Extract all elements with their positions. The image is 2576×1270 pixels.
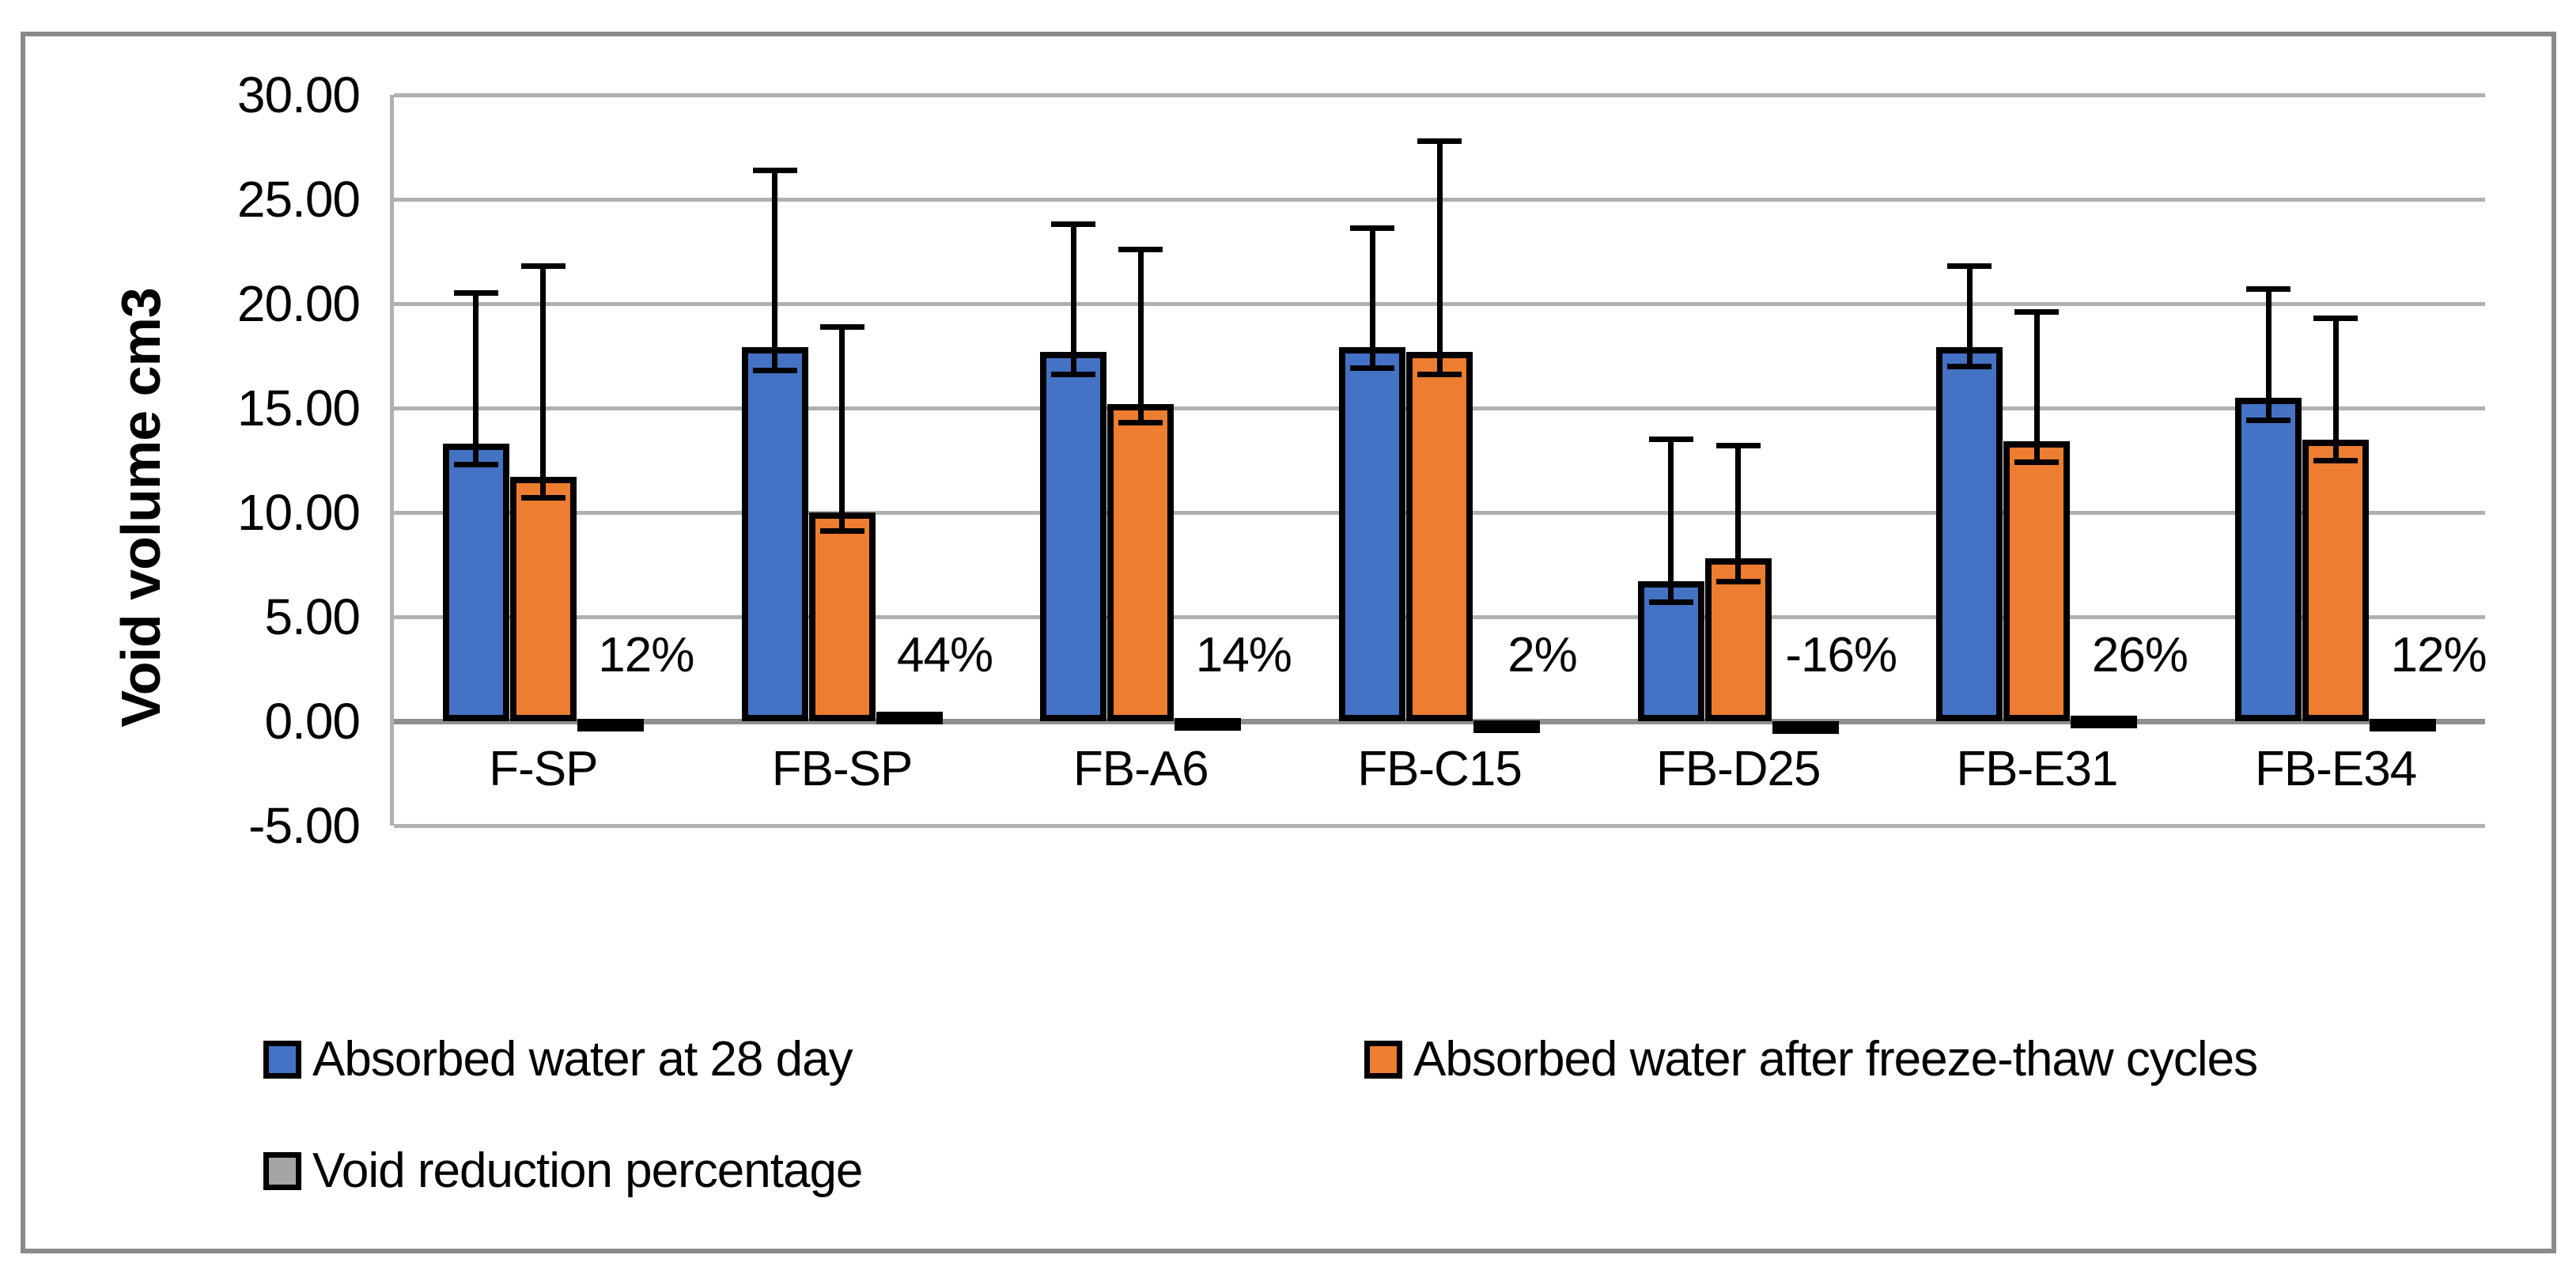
error-bar-cap: [1648, 437, 1693, 443]
error-bar-line: [1735, 445, 1742, 582]
legend-swatch-gray: [263, 1152, 301, 1190]
error-bar-cap: [520, 263, 566, 269]
bar-series-1-FB-E34: [2302, 439, 2370, 721]
error-bar-line: [1369, 228, 1375, 369]
error-bar-cap: [453, 461, 498, 467]
error-bar-line: [473, 293, 479, 465]
bar-series-0-FB-E31: [1936, 347, 2003, 721]
legend-item-absorbed-freeze-thaw: Absorbed water after freeze-thaw cycles: [1364, 1032, 2258, 1087]
x-axis-line: [394, 718, 2485, 724]
error-bar-cap: [2246, 418, 2291, 424]
bar-series-1-FB-SP: [808, 512, 876, 721]
error-bar-line: [2265, 289, 2271, 421]
error-bar-cap: [2014, 309, 2060, 316]
bar-series-1-FB-C15: [1406, 351, 1473, 721]
error-bar-cap: [2014, 459, 2060, 466]
y-axis-tick-label: -5.00: [248, 797, 361, 854]
error-bar-line: [1668, 439, 1674, 603]
error-bar-line: [839, 327, 845, 531]
bar-series-2-F-SP: [577, 718, 644, 731]
error-bar-cap: [1417, 138, 1462, 144]
data-label-percentage: 12%: [598, 628, 694, 682]
bar-series-2-FB-SP: [876, 712, 943, 725]
error-bar-line: [2033, 312, 2040, 463]
bar-series-2-FB-E34: [2370, 718, 2437, 731]
error-bar-cap: [2313, 315, 2358, 321]
y-axis-tick-label: 25.00: [236, 171, 361, 228]
y-axis-line: [390, 95, 394, 826]
category-label: FB-E31: [1956, 742, 2118, 796]
legend-swatch-blue: [263, 1041, 301, 1079]
error-bar-cap: [1118, 246, 1163, 252]
bar-series-0-FB-SP: [741, 347, 808, 721]
y-axis-tick-label: 20.00: [236, 275, 361, 332]
legend-label-absorbed-28day: Absorbed water at 28 day: [312, 1032, 853, 1087]
error-bar-cap: [752, 367, 797, 373]
error-bar-cap: [1715, 443, 1761, 449]
y-axis-tick-label: 10.00: [236, 484, 361, 541]
error-bar-cap: [819, 528, 864, 535]
data-label-percentage: -16%: [1785, 628, 1897, 682]
y-gridline: [394, 93, 2485, 97]
error-bar-cap: [1350, 365, 1394, 372]
error-bar-line: [772, 170, 778, 371]
error-bar-cap: [752, 167, 797, 173]
error-bar-cap: [1051, 221, 1096, 228]
error-bar-cap: [1118, 419, 1163, 425]
error-bar-cap: [1715, 578, 1761, 584]
y-axis-tick-label: 15.00: [236, 380, 361, 437]
category-label: FB-SP: [771, 742, 914, 796]
legend-label-void-reduction: Void reduction percentage: [312, 1143, 863, 1198]
error-bar-cap: [520, 495, 566, 501]
bar-series-0-FB-C15: [1339, 347, 1405, 721]
error-bar-cap: [1350, 225, 1394, 232]
bar-series-2-FB-A6: [1175, 718, 1242, 731]
bar-series-0-FB-A6: [1040, 351, 1107, 721]
category-label: F-SP: [489, 742, 598, 796]
error-bar-cap: [2313, 457, 2358, 463]
data-label-percentage: 12%: [2390, 628, 2487, 682]
error-bar-cap: [1947, 263, 1992, 269]
error-bar-cap: [2246, 286, 2291, 293]
error-bar-line: [1436, 141, 1443, 375]
y-axis-tick-label: 30.00: [236, 66, 361, 123]
error-bar-cap: [1648, 599, 1693, 606]
category-label: FB-C15: [1357, 742, 1523, 796]
bar-series-1-FB-A6: [1107, 403, 1175, 721]
data-label-percentage: 2%: [1507, 628, 1578, 682]
bar-series-2-FB-C15: [1473, 720, 1540, 734]
legend-swatch-orange: [1364, 1041, 1402, 1079]
y-gridline: [394, 823, 2485, 828]
category-label: FB-E34: [2255, 742, 2417, 796]
error-bar-line: [1070, 224, 1076, 375]
legend-item-absorbed-28day: Absorbed water at 28 day: [263, 1035, 853, 1084]
error-bar-cap: [453, 290, 498, 297]
y-axis-tick-label: 5.00: [264, 588, 361, 645]
bar-series-1-FB-D25: [1704, 558, 1772, 721]
bar-series-1-FB-E31: [2003, 441, 2071, 721]
error-bar-cap: [1947, 363, 1992, 369]
data-label-percentage: 44%: [897, 628, 993, 682]
category-label: FB-A6: [1072, 742, 1209, 796]
bar-series-0-FB-E34: [2235, 397, 2302, 721]
error-bar-line: [2332, 318, 2339, 460]
bar-series-2-FB-E31: [2071, 716, 2138, 729]
legend-item-void-reduction: Void reduction percentage: [263, 1143, 863, 1198]
bar-series-0-F-SP: [442, 443, 509, 721]
category-label: FB-D25: [1655, 742, 1821, 796]
error-bar-cap: [819, 323, 864, 330]
y-axis-tick-label: 0.00: [264, 693, 361, 750]
error-bar-cap: [1051, 372, 1096, 378]
data-label-percentage: 14%: [1195, 628, 1292, 682]
bar-series-1-F-SP: [509, 477, 577, 721]
bar-series-2-FB-D25: [1772, 721, 1839, 734]
error-bar-line: [540, 266, 547, 498]
legend-label-absorbed-freeze-thaw: Absorbed water after freeze-thaw cycles: [1413, 1032, 2258, 1087]
error-bar-cap: [1417, 372, 1462, 378]
error-bar-line: [1966, 266, 1973, 367]
y-axis-title: Void volume cm3: [110, 288, 172, 728]
error-bar-line: [1137, 249, 1144, 423]
data-label-percentage: 26%: [2091, 628, 2188, 682]
